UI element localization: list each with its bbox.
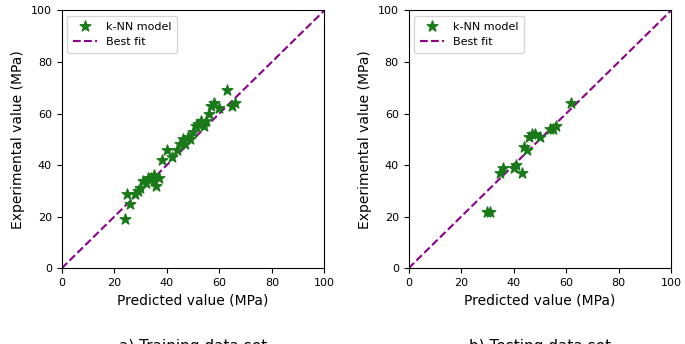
k-NN model bbox=[229, 100, 240, 106]
k-NN model bbox=[156, 157, 167, 163]
k-NN model bbox=[550, 124, 561, 129]
k-NN model bbox=[129, 191, 140, 196]
k-NN model bbox=[119, 217, 130, 222]
k-NN model bbox=[195, 118, 206, 124]
k-NN model bbox=[203, 111, 214, 116]
k-NN model bbox=[527, 131, 538, 137]
k-NN model bbox=[185, 137, 196, 142]
k-NN model bbox=[135, 186, 146, 191]
k-NN model bbox=[521, 147, 532, 152]
k-NN model bbox=[545, 126, 556, 132]
k-NN model bbox=[172, 147, 183, 152]
k-NN model bbox=[190, 124, 201, 129]
k-NN model bbox=[145, 175, 156, 181]
k-NN model bbox=[151, 183, 162, 189]
k-NN model bbox=[153, 175, 164, 181]
Legend: k-NN model, Best fit: k-NN model, Best fit bbox=[414, 16, 524, 53]
k-NN model bbox=[201, 118, 212, 124]
k-NN model bbox=[547, 126, 558, 132]
k-NN model bbox=[192, 121, 203, 127]
k-NN model bbox=[148, 173, 159, 178]
k-NN model bbox=[132, 188, 143, 194]
k-NN model bbox=[138, 178, 149, 183]
X-axis label: Predicted value (MPa): Predicted value (MPa) bbox=[464, 293, 616, 308]
k-NN model bbox=[519, 144, 530, 150]
k-NN model bbox=[534, 134, 545, 140]
k-NN model bbox=[206, 103, 217, 109]
k-NN model bbox=[511, 162, 522, 168]
k-NN model bbox=[508, 165, 519, 170]
k-NN model bbox=[188, 129, 199, 134]
k-NN model bbox=[166, 155, 177, 160]
k-NN model bbox=[179, 142, 190, 147]
k-NN model bbox=[148, 178, 159, 183]
Y-axis label: Experimental value (MPa): Experimental value (MPa) bbox=[12, 50, 25, 229]
k-NN model bbox=[214, 106, 225, 111]
k-NN model bbox=[524, 134, 535, 140]
X-axis label: Predicted value (MPa): Predicted value (MPa) bbox=[117, 293, 269, 308]
k-NN model bbox=[122, 191, 133, 196]
k-NN model bbox=[530, 131, 540, 137]
Title: a) Training data set: a) Training data set bbox=[119, 339, 267, 344]
k-NN model bbox=[516, 170, 527, 176]
k-NN model bbox=[182, 134, 193, 140]
k-NN model bbox=[177, 137, 188, 142]
k-NN model bbox=[175, 142, 186, 147]
k-NN model bbox=[208, 100, 219, 106]
Y-axis label: Experimental value (MPa): Experimental value (MPa) bbox=[358, 50, 372, 229]
k-NN model bbox=[222, 88, 233, 93]
k-NN model bbox=[143, 175, 154, 181]
k-NN model bbox=[161, 147, 172, 152]
k-NN model bbox=[227, 103, 238, 109]
k-NN model bbox=[125, 201, 136, 206]
k-NN model bbox=[484, 209, 495, 214]
Title: b) Testing data set: b) Testing data set bbox=[469, 339, 611, 344]
k-NN model bbox=[495, 170, 506, 176]
k-NN model bbox=[497, 165, 508, 170]
k-NN model bbox=[566, 100, 577, 106]
k-NN model bbox=[482, 209, 493, 214]
k-NN model bbox=[140, 180, 151, 186]
Legend: k-NN model, Best fit: k-NN model, Best fit bbox=[67, 16, 177, 53]
k-NN model bbox=[198, 124, 209, 129]
